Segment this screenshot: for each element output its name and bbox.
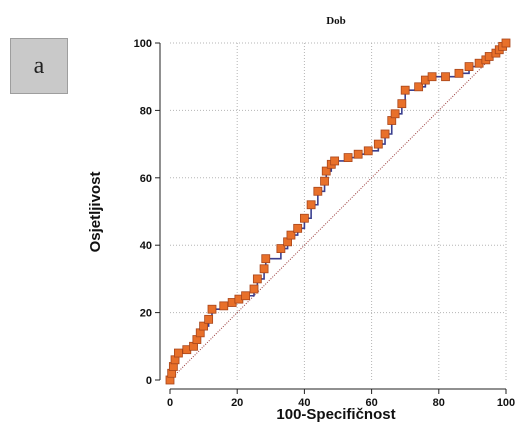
roc-point	[306, 200, 316, 210]
grid	[170, 42, 507, 380]
roc-point	[441, 72, 450, 82]
roc-point	[330, 156, 340, 166]
x-tick-label: 40	[298, 397, 310, 409]
roc-point	[320, 176, 329, 186]
roc-point	[390, 109, 400, 119]
y-tick-label: 20	[140, 308, 152, 320]
roc-point	[397, 99, 407, 109]
y-tick-label: 80	[140, 105, 152, 117]
roc-point	[286, 230, 296, 240]
roc-point	[454, 68, 464, 78]
roc-point	[249, 284, 259, 294]
roc-point	[427, 72, 437, 82]
y-tick-label: 0	[146, 375, 152, 387]
x-tick-label: 100	[497, 397, 515, 409]
roc-point	[252, 274, 262, 284]
roc-point	[363, 146, 373, 156]
reference-diagonal	[169, 42, 507, 381]
roc-point	[204, 314, 214, 324]
roc-point	[207, 304, 217, 314]
roc-point	[276, 244, 286, 253]
roc-point	[414, 82, 424, 92]
roc-point	[380, 129, 390, 139]
roc-series	[165, 38, 511, 385]
roc-point	[261, 254, 271, 264]
roc-point	[219, 301, 229, 311]
axes	[155, 42, 507, 394]
y-tick-label: 60	[140, 173, 152, 185]
roc-point	[343, 153, 353, 162]
x-tick-label: 0	[167, 397, 173, 409]
roc-point	[313, 186, 323, 196]
y-tick-labels: 0 20 40 60 80 100	[134, 38, 152, 387]
roc-point	[241, 291, 251, 301]
roc-point	[259, 264, 269, 274]
panel-label: a	[10, 38, 68, 94]
roc-point	[464, 62, 474, 71]
y-axis-label: Osjetljivost	[87, 172, 104, 253]
x-tick-label: 80	[433, 397, 445, 409]
roc-point	[501, 38, 511, 48]
y-tick-label: 40	[140, 240, 152, 252]
roc-point	[173, 348, 183, 358]
x-tick-label: 20	[231, 397, 243, 409]
x-tick-labels: 0 20 40 60 80 100	[167, 397, 515, 409]
y-tick-label: 100	[134, 38, 152, 50]
roc-point	[293, 223, 303, 233]
roc-point	[373, 139, 383, 149]
x-axis-label: 100-Specifičnost	[276, 406, 395, 423]
roc-point	[299, 213, 309, 223]
roc-point	[199, 321, 209, 331]
x-tick-label: 60	[365, 397, 377, 409]
roc-point	[321, 166, 331, 176]
roc-point	[353, 149, 363, 159]
roc-point	[400, 85, 410, 95]
chart-title: Dob	[326, 15, 346, 27]
